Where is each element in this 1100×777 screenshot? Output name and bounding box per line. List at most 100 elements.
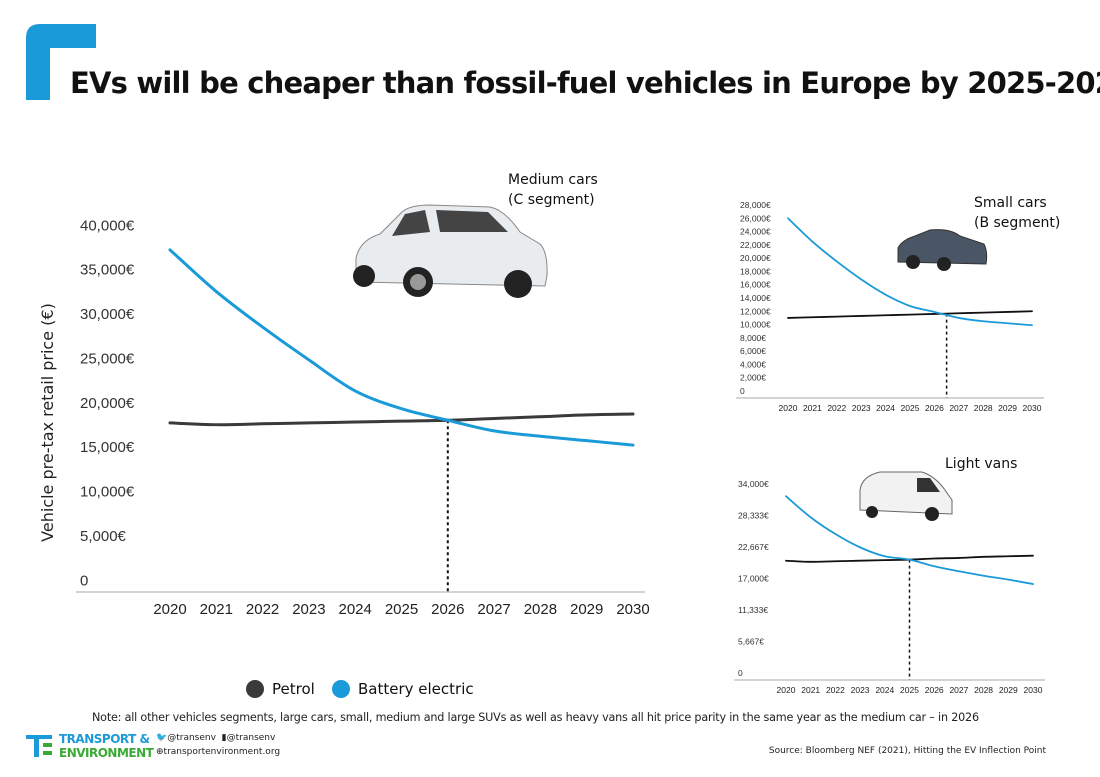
y-tick-label: 6,000€ — [740, 346, 766, 356]
x-tick-label: 2023 — [292, 601, 325, 618]
y-tick-label: 26,000€ — [740, 213, 771, 223]
x-tick-label: 2027 — [949, 685, 968, 695]
x-tick-label: 2025 — [900, 685, 919, 695]
x-tick-label: 2021 — [803, 403, 822, 413]
y-tick-label: 15,000€ — [80, 439, 135, 456]
x-tick-label: 2026 — [431, 601, 464, 618]
title-line: (B segment) — [974, 215, 1061, 231]
y-tick-label: 0 — [80, 572, 88, 589]
te-logo-icon — [26, 735, 52, 757]
x-tick-label: 2021 — [200, 601, 233, 618]
y-tick-label: 8,000€ — [740, 333, 766, 343]
chart-1: 0 2,000€ 4,000€ 6,000€ 8,000€ 10,000€ 12,000€ 1… — [736, 200, 1044, 413]
medium-car-image — [353, 204, 548, 298]
brand-name-line1: TRANSPORT & — [59, 732, 150, 746]
x-tick-label: 2024 — [876, 403, 895, 413]
x-tick-label: 2027 — [949, 403, 968, 413]
twitter-icon: 🐦 — [156, 733, 168, 743]
y-tick-label: 10,000€ — [80, 484, 135, 501]
y-tick-label: 17,000€ — [738, 573, 769, 583]
legend-item-petrol: Petrol — [246, 680, 315, 698]
y-tick-label: 0 — [738, 668, 743, 678]
title-line: Light vans — [945, 456, 1018, 472]
chart-2: 0 5,667€ 11,333€ 17,000€ 22,667€ 28,333€ 34,00… — [734, 479, 1045, 695]
x-tick-label: 2022 — [826, 685, 845, 695]
series-line-petrol — [168, 412, 635, 427]
brand-corner-mark — [26, 24, 96, 100]
series-line-battery-electric — [787, 217, 1033, 327]
light-vans-title: Light vans — [945, 454, 1017, 474]
y-tick-label: 22,000€ — [740, 240, 771, 250]
x-tick-label: 2023 — [852, 403, 871, 413]
y-tick-label: 4,000€ — [740, 359, 766, 369]
y-tick-label: 24,000€ — [740, 227, 771, 237]
y-tick-label: 5,667€ — [738, 636, 764, 646]
small-cars-title: Small cars (B segment) — [974, 193, 1060, 233]
small-car-image — [897, 229, 988, 271]
legend-item-battery-electric: Battery electric — [332, 680, 474, 698]
y-tick-label: 5,000€ — [80, 528, 127, 545]
x-tick-label: 2029 — [570, 601, 603, 618]
x-tick-label: 2029 — [998, 403, 1017, 413]
x-tick-label: 2030 — [1023, 403, 1042, 413]
series-line-battery-electric — [785, 495, 1034, 585]
title-line: (C segment) — [508, 192, 595, 208]
x-tick-label: 2030 — [616, 601, 649, 618]
y-tick-label: 25,000€ — [80, 350, 135, 367]
x-tick-label: 2026 — [925, 685, 944, 695]
twitter-handle[interactable]: @transenv — [167, 733, 216, 743]
x-tick-label: 2024 — [339, 601, 372, 618]
title-line: Medium cars — [508, 172, 598, 188]
x-tick-label: 2022 — [246, 601, 279, 618]
y-tick-label: 20,000€ — [740, 253, 771, 263]
x-tick-label: 2020 — [777, 685, 796, 695]
x-tick-label: 2023 — [851, 685, 870, 695]
y-tick-label: 22,667€ — [738, 542, 769, 552]
chart-0: 0 5,000€ 10,000€ 15,000€ 20,000€ 25,000€ 30,00… — [38, 217, 650, 618]
social-links: 🐦@transenv ▮@transenv — [156, 733, 275, 743]
brand-name-line2: ENVIRONMENT — [59, 746, 154, 760]
x-tick-label: 2024 — [875, 685, 894, 695]
title-line: Small cars — [974, 195, 1047, 211]
y-tick-label: 28,000€ — [740, 200, 771, 210]
x-tick-label: 2027 — [477, 601, 510, 618]
y-tick-label: 30,000€ — [80, 306, 135, 323]
footnote: Note: all other vehicles segments, large… — [92, 711, 979, 724]
x-tick-label: 2025 — [385, 601, 418, 618]
y-tick-label: 14,000€ — [740, 293, 771, 303]
source-text: Source: Bloomberg NEF (2021), Hitting th… — [768, 746, 1046, 756]
light-van-image — [859, 471, 953, 521]
y-tick-label: 35,000€ — [80, 262, 135, 279]
battery-electric-swatch — [332, 680, 350, 698]
y-tick-label: 12,000€ — [740, 306, 771, 316]
y-tick-label: 16,000€ — [740, 280, 771, 290]
series-line-battery-electric — [168, 248, 635, 447]
page-title: EVs will be cheaper than fossil-fuel veh… — [70, 66, 1100, 100]
legend-label: Petrol — [272, 680, 315, 698]
facebook-handle[interactable]: @transenv — [226, 733, 276, 743]
x-tick-label: 2025 — [901, 403, 920, 413]
legend-label: Battery electric — [358, 680, 474, 698]
series-line-petrol — [787, 310, 1033, 319]
y-tick-label: 28,333€ — [738, 510, 769, 520]
x-tick-label: 2030 — [1024, 685, 1043, 695]
x-tick-label: 2021 — [801, 685, 820, 695]
y-tick-label: 18,000€ — [740, 266, 771, 276]
y-tick-label: 34,000€ — [738, 479, 769, 489]
y-tick-label: 10,000€ — [740, 320, 771, 330]
x-tick-label: 2026 — [925, 403, 944, 413]
x-tick-label: 2028 — [974, 403, 993, 413]
website-url[interactable]: transportenvironment.org — [163, 747, 281, 757]
x-tick-label: 2028 — [974, 685, 993, 695]
website-link: ⊕transportenvironment.org — [156, 747, 280, 757]
x-tick-label: 2020 — [779, 403, 798, 413]
x-tick-label: 2022 — [827, 403, 846, 413]
y-tick-label: 40,000€ — [80, 217, 135, 234]
x-tick-label: 2020 — [153, 601, 186, 618]
globe-icon: ⊕ — [156, 747, 164, 757]
y-tick-label: 0 — [740, 386, 745, 396]
y-axis-label: Vehicle pre-tax retail price (€) — [38, 303, 57, 542]
y-tick-label: 11,333€ — [738, 605, 768, 615]
